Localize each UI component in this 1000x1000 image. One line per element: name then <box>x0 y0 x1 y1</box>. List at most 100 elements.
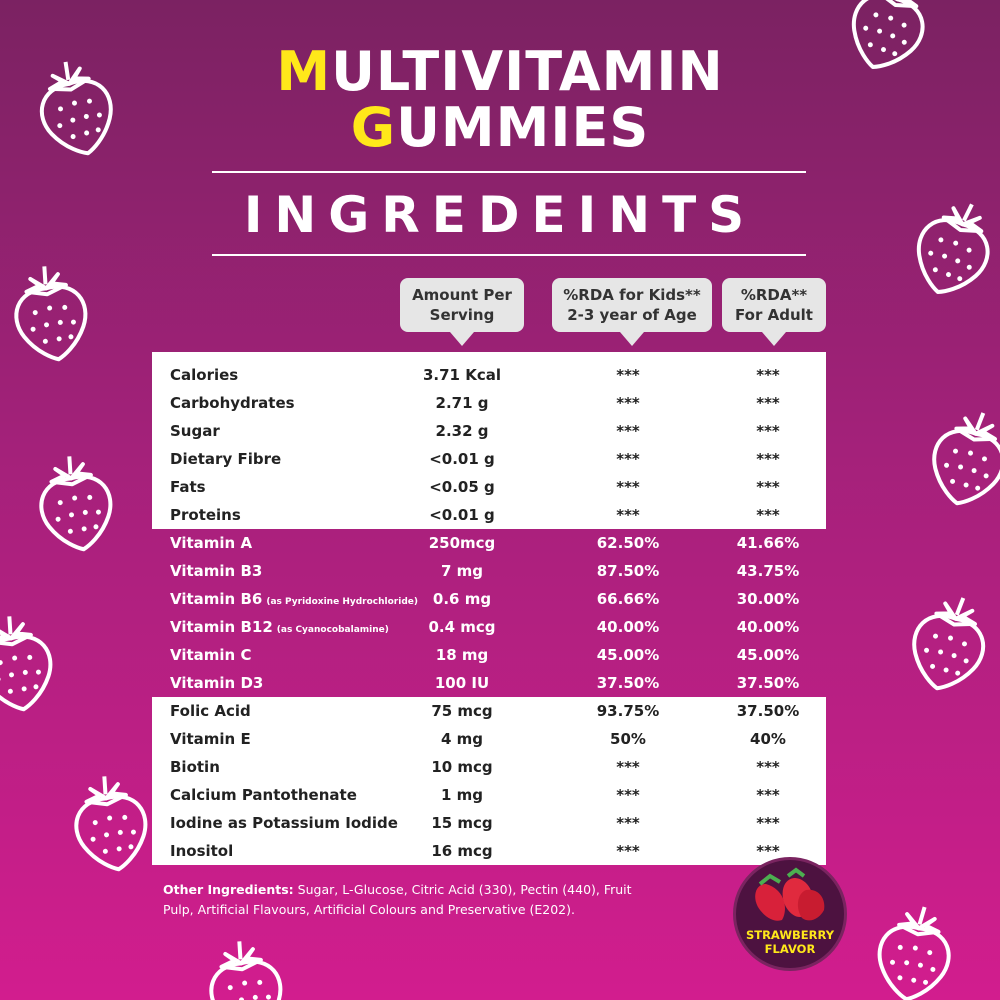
row-group: Folic Acid 75 mcg 93.75% 37.50% Vitamin E 4 m… <box>152 697 826 865</box>
rule <box>212 171 806 173</box>
column-header-line: 2-3 year of Age <box>567 306 697 324</box>
rda-kids: *** <box>616 478 640 496</box>
amount: 18 mg <box>435 646 489 664</box>
table-row: Vitamin C 18 mg 45.00% 45.00% <box>152 641 826 669</box>
rda-kids: 45.00% <box>596 646 660 664</box>
other-ingredients: Other Ingredients: Sugar, L-Glucose, Cit… <box>163 880 643 920</box>
table-row: Vitamin D3 100 IU 37.50% 37.50% <box>152 669 826 697</box>
nutrient-name: Vitamin B6 (as Pyridoxine Hydrochloride) <box>170 585 418 616</box>
amount: 0.6 mg <box>432 590 492 608</box>
rda-kids: *** <box>616 506 640 524</box>
nutrient-name: Proteins <box>170 501 241 529</box>
amount: <0.01 g <box>429 450 495 468</box>
rda-kids: *** <box>616 366 640 384</box>
flavor-badge: STRAWBERRY FLAVOR <box>733 857 847 971</box>
subtitle: INGREDEINTS <box>243 186 757 244</box>
nutrient-note: (as Cyanocobalamine) <box>276 625 389 635</box>
amount: 15 mcg <box>431 814 493 832</box>
nutrient-name: Iodine as Potassium Iodide <box>170 809 398 837</box>
column-header: Amount Per Serving <box>400 278 524 346</box>
amount: <0.05 g <box>429 478 495 496</box>
rda-adult: *** <box>756 478 780 496</box>
nutrient-label: Inositol <box>170 842 234 860</box>
column-header: %RDA** For Adult <box>722 278 826 346</box>
amount: 1 mg <box>440 786 484 804</box>
rda-adult: *** <box>756 450 780 468</box>
rda-adult: 40.00% <box>736 618 800 636</box>
amount: 2.71 g <box>435 394 489 412</box>
amount: 2.32 g <box>435 422 489 440</box>
nutrient-name: Vitamin B3 <box>170 557 262 585</box>
rda-adult: *** <box>756 758 780 776</box>
table-row: Carbohydrates 2.71 g *** *** <box>152 389 826 417</box>
table-row: Fats <0.05 g *** *** <box>152 473 826 501</box>
table-row: Biotin 10 mcg *** *** <box>152 753 826 781</box>
nutrient-name: Biotin <box>170 753 220 781</box>
rda-kids: 62.50% <box>596 534 660 552</box>
title-line: GUMMIES <box>350 96 650 159</box>
rda-kids: *** <box>616 786 640 804</box>
rda-kids: *** <box>616 450 640 468</box>
rda-adult: 40% <box>750 730 786 748</box>
rda-adult: *** <box>756 422 780 440</box>
nutrient-name: Carbohydrates <box>170 389 295 417</box>
table-row: Iodine as Potassium Iodide 15 mcg *** *** <box>152 809 826 837</box>
rda-kids: 66.66% <box>596 590 660 608</box>
nutrient-label: Vitamin B12 <box>170 618 273 636</box>
column-header-line: For Adult <box>735 306 813 324</box>
amount: 75 mcg <box>431 702 493 720</box>
rda-kids: *** <box>616 814 640 832</box>
rda-kids: 87.50% <box>596 562 660 580</box>
nutrient-name: Calcium Pantothenate <box>170 781 357 809</box>
amount: 10 mcg <box>431 758 493 776</box>
column-header-line: Amount Per <box>412 286 512 304</box>
table-row: Inositol 16 mcg *** *** <box>152 837 826 865</box>
nutrient-name: Inositol <box>170 837 233 865</box>
rda-kids: 40.00% <box>596 618 660 636</box>
rda-adult: 30.00% <box>736 590 800 608</box>
table-row: Folic Acid 75 mcg 93.75% 37.50% <box>152 697 826 725</box>
amount: <0.01 g <box>429 506 495 524</box>
rda-adult: *** <box>756 506 780 524</box>
amount: 250mcg <box>428 534 496 552</box>
table-row: Vitamin B12 (as Cyanocobalamine) 0.4 mcg 40… <box>152 613 826 641</box>
table-row: Vitamin E 4 mg 50% 40% <box>152 725 826 753</box>
amount: 4 mg <box>440 730 484 748</box>
rule <box>212 254 806 256</box>
rda-kids: *** <box>616 842 640 860</box>
other-label: Other Ingredients: <box>163 882 294 897</box>
table-row: Vitamin A 250mcg 62.50% 41.66% <box>152 529 826 557</box>
nutrient-name: Vitamin E <box>170 725 251 753</box>
nutrient-name: Vitamin B12 (as Cyanocobalamine) <box>170 613 389 644</box>
nutrient-label: Vitamin D3 <box>170 674 264 692</box>
rda-adult: *** <box>756 814 780 832</box>
row-group: Vitamin A 250mcg 62.50% 41.66% Vitamin B3 7 m… <box>152 529 826 697</box>
rda-kids: 37.50% <box>596 674 660 692</box>
amount: 3.71 Kcal <box>422 366 501 384</box>
amount: 7 mg <box>440 562 484 580</box>
column-header-line: %RDA** <box>740 286 808 304</box>
nutrient-label: Folic Acid <box>170 702 251 720</box>
rda-adult: *** <box>756 394 780 412</box>
nutrient-label: Fats <box>170 478 206 496</box>
rda-adult: 37.50% <box>736 674 800 692</box>
rda-adult: *** <box>756 786 780 804</box>
nutrient-name: Vitamin A <box>170 529 252 557</box>
nutrient-label: Biotin <box>170 758 220 776</box>
nutrient-label: Sugar <box>170 422 220 440</box>
rda-kids: 93.75% <box>596 702 660 720</box>
nutrient-name: Calories <box>170 361 238 389</box>
table-row: Calories 3.71 Kcal *** *** <box>152 361 826 389</box>
nutrient-label: Vitamin C <box>170 646 252 664</box>
table-row: Proteins <0.01 g *** *** <box>152 501 826 529</box>
rda-adult: *** <box>756 366 780 384</box>
nutrient-label: Vitamin A <box>170 534 253 552</box>
column-header-line: %RDA for Kids** <box>563 286 701 304</box>
nutrition-table: Calories 3.71 Kcal *** *** Carbohydrates 2.71… <box>152 352 826 865</box>
rda-adult: 45.00% <box>736 646 800 664</box>
nutrient-name: Vitamin C <box>170 641 251 669</box>
nutrient-label: Vitamin E <box>170 730 251 748</box>
badge-icon <box>755 867 825 921</box>
nutrient-label: Calcium Pantothenate <box>170 786 357 804</box>
